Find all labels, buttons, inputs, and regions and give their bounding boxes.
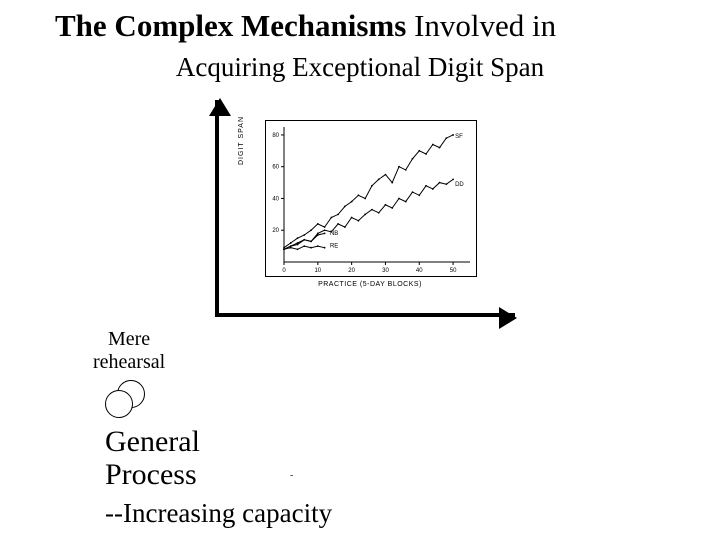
svg-text:RE: RE [330, 244, 338, 250]
svg-text:DD: DD [455, 182, 464, 188]
mere-line2: rehearsal [93, 351, 165, 373]
title-line-2: Acquiring Exceptional Digit Span [0, 52, 720, 83]
big-x-axis-arrow [215, 313, 515, 317]
title-rest: Involved in [406, 8, 556, 43]
title-line-1: The Complex Mechanisms Involved in [55, 8, 710, 44]
general-line1: General [105, 425, 200, 458]
tiny-mark: - [290, 470, 293, 481]
digit-span-plot: SF DD NB RE 20 40 60 80 0 10 20 30 40 50 [265, 120, 477, 277]
svg-text:80: 80 [272, 133, 279, 139]
general-line2: Process [105, 458, 197, 491]
big-y-axis-arrow [215, 100, 219, 315]
plot-y-label: DIGIT SPAN [238, 116, 245, 165]
svg-text:SF: SF [455, 134, 463, 140]
svg-text:30: 30 [382, 268, 389, 274]
svg-text:20: 20 [272, 228, 279, 234]
title-bold: The Complex Mechanisms [55, 8, 406, 43]
mere-line1: Mere [108, 328, 150, 350]
svg-text:0: 0 [282, 268, 286, 274]
plot-svg: SF DD NB RE 20 40 60 80 0 10 20 30 40 50 [266, 121, 476, 276]
mere-rehearsal-label: Mere rehearsal [93, 328, 165, 374]
increasing-capacity-bullet: --Increasing capacity [105, 498, 332, 529]
svg-text:60: 60 [272, 165, 279, 171]
svg-text:40: 40 [272, 196, 279, 202]
svg-text:50: 50 [450, 268, 457, 274]
slide-root: The Complex Mechanisms Involved in Acqui… [0, 0, 720, 540]
svg-text:10: 10 [314, 268, 321, 274]
svg-text:20: 20 [348, 268, 355, 274]
plot-x-label: PRACTICE (5-DAY BLOCKS) [265, 281, 475, 288]
circle-front [105, 390, 133, 418]
svg-text:40: 40 [416, 268, 423, 274]
svg-text:NB: NB [330, 231, 338, 237]
general-process-heading: General Process [105, 425, 200, 491]
